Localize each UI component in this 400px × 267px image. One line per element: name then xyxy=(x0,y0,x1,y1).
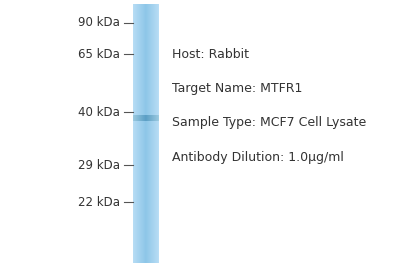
Text: Antibody Dilution: 1.0µg/ml: Antibody Dilution: 1.0µg/ml xyxy=(172,151,344,164)
Text: Sample Type: MCF7 Cell Lysate: Sample Type: MCF7 Cell Lysate xyxy=(172,116,366,129)
Text: Host: Rabbit: Host: Rabbit xyxy=(172,48,249,61)
Text: Target Name: MTFR1: Target Name: MTFR1 xyxy=(172,82,302,95)
Text: 90 kDa: 90 kDa xyxy=(78,16,120,29)
Text: 29 kDa: 29 kDa xyxy=(78,159,120,172)
Text: 65 kDa: 65 kDa xyxy=(78,48,120,61)
Text: 40 kDa: 40 kDa xyxy=(78,106,120,119)
Text: 22 kDa: 22 kDa xyxy=(78,196,120,209)
